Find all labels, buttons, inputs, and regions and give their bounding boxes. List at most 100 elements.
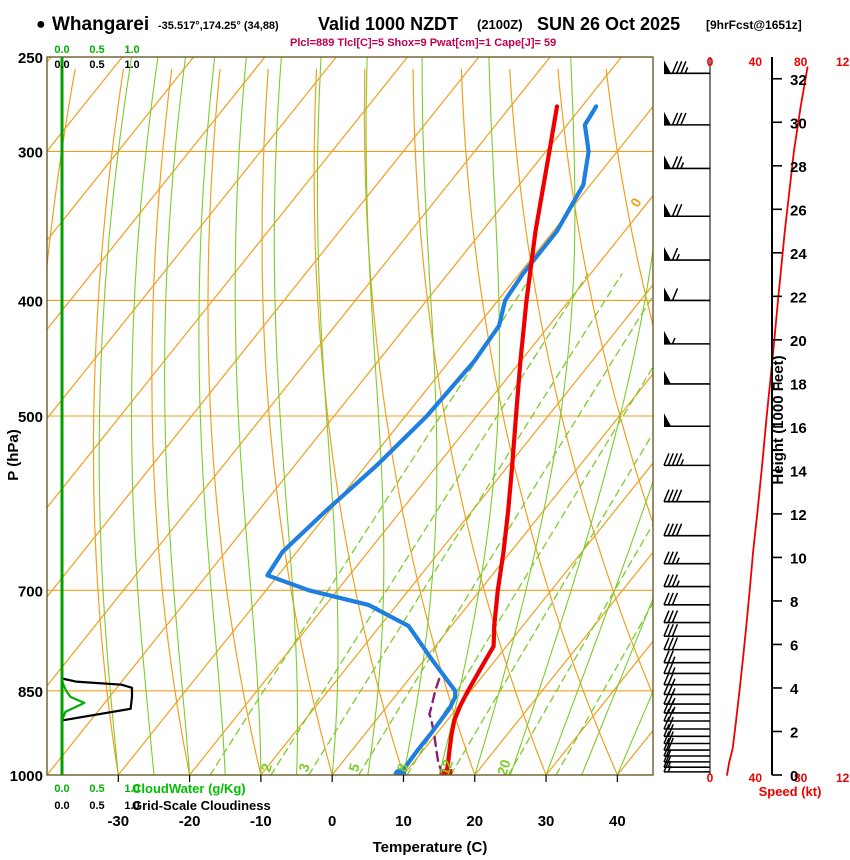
station-name: Whangarei xyxy=(52,14,149,35)
mixing-ratio-label: 12 xyxy=(436,757,456,777)
wind-speed-curve xyxy=(726,66,809,776)
station-marker-icon: ● xyxy=(36,16,46,33)
cloudwater-tick-top: 1.0 xyxy=(124,44,139,56)
temperature-tick-label: 0 xyxy=(328,813,336,830)
pressure-tick-label: 700 xyxy=(18,583,43,600)
pressure-tick-label: 500 xyxy=(18,409,43,426)
height-tick-label: 8 xyxy=(790,594,798,611)
wind-barb xyxy=(663,489,710,503)
speed-tick-label: 80 xyxy=(794,55,808,69)
wind-barb xyxy=(663,453,710,467)
wind-barb xyxy=(663,759,710,773)
cloudiness-tick-top: 1.0 xyxy=(124,59,139,71)
height-tick-label: 20 xyxy=(790,333,807,350)
height-tick-label: 28 xyxy=(790,159,807,176)
pressure-axis-label: P (hPa) xyxy=(5,429,22,480)
pressure-tick-label: 1000 xyxy=(10,768,43,785)
valid-time-utc: (2100Z) xyxy=(477,17,523,32)
height-tick-label: 16 xyxy=(790,420,807,437)
cloudwater-tick-bottom: 0.5 xyxy=(89,783,104,795)
height-tick-label: 12 xyxy=(790,507,807,524)
wind-barb xyxy=(663,623,710,638)
pressure-tick-label: 400 xyxy=(18,293,43,310)
wind-barb xyxy=(664,370,710,385)
temperature-tick-label: -30 xyxy=(107,813,129,830)
speed-tick-label: 120 xyxy=(836,55,850,69)
valid-time: Valid 1000 NZDT xyxy=(318,14,458,34)
wind-barb xyxy=(663,754,710,768)
height-tick-label: 0 xyxy=(790,768,798,785)
height-axis-label: Height (1000 Feet) xyxy=(770,355,787,484)
temperature-axis-label: Temperature (C) xyxy=(373,839,488,856)
wind-barb xyxy=(663,672,710,686)
isotherm-label: 0 xyxy=(627,195,645,210)
pressure-tick-label: 250 xyxy=(18,50,43,67)
height-tick-label: 4 xyxy=(790,681,799,698)
dewpoint-curve xyxy=(265,104,599,775)
wind-barb xyxy=(664,111,710,126)
pressure-tick-label: 850 xyxy=(18,684,43,701)
mixing-ratio-lines xyxy=(209,273,653,775)
cloudiness-tick-top: 0.5 xyxy=(89,59,104,71)
temperature-axis: -30 -20 -10 0 10 20 30 40 xyxy=(107,775,626,830)
isobar-lines xyxy=(47,57,653,775)
height-tick-label: 18 xyxy=(790,376,807,393)
isotherm-label: 30 xyxy=(725,466,747,488)
station-coords: -35.517°,174.25° (34,88) xyxy=(158,20,279,32)
cloudwater-scale-bottom: 0.0 0.5 1.0 0.0 0.5 1.0 xyxy=(54,783,139,812)
cloudiness-tick-top: 0.0 xyxy=(54,59,69,71)
surface-dewpoint-marker xyxy=(393,768,407,775)
cloudiness-tick-bottom: 1.0 xyxy=(124,800,139,812)
wind-barb xyxy=(663,661,710,675)
cloudwater-tick-top: 0.0 xyxy=(54,44,69,56)
wind-barb xyxy=(663,592,710,606)
speed-tick-label: 120 xyxy=(836,771,850,785)
wind-barb xyxy=(663,716,710,730)
wind-barb xyxy=(663,650,710,664)
height-tick-label: 14 xyxy=(790,463,807,480)
mixing-ratio-label: 3 xyxy=(295,761,313,774)
mixing-ratio-label: 20 xyxy=(494,757,514,777)
wind-barb xyxy=(663,574,710,588)
height-tick-label: 26 xyxy=(790,202,807,219)
wind-barb xyxy=(663,724,710,738)
pressure-axis: 250 300 400 500 700 850 1000 xyxy=(10,50,43,785)
temperature-tick-label: 30 xyxy=(538,813,555,830)
cloudwater-tick-top: 0.5 xyxy=(89,44,104,56)
wind-barb xyxy=(663,523,710,537)
wind-barb xyxy=(663,737,710,751)
speed-axis: 0 0 40 40 80 80 120 120 xyxy=(707,55,850,785)
surface-temperature-marker xyxy=(440,769,453,775)
wind-barb xyxy=(664,287,710,302)
wind-barb xyxy=(664,247,710,261)
temperature-tick-label: -10 xyxy=(250,813,272,830)
temperature-tick-label: 20 xyxy=(466,813,483,830)
height-tick-label: 32 xyxy=(790,72,807,89)
height-tick-label: 6 xyxy=(790,637,798,654)
speed-tick-label: 40 xyxy=(749,55,763,69)
temperature-curve xyxy=(444,104,560,775)
cloudwater-profile xyxy=(60,678,86,722)
forecast-info: [9hrFcst@1651z] xyxy=(706,18,802,32)
temperature-tick-label: 10 xyxy=(395,813,412,830)
cloudiness-tick-bottom: 0.5 xyxy=(89,800,104,812)
sounding-parameters: Plcl=889 Tlcl[C]=5 Shox=9 Pwat[cm]=1 Cap… xyxy=(290,37,556,49)
isotherm-label: 20 xyxy=(677,388,699,410)
speed-axis-label: Speed (kt) xyxy=(759,784,822,799)
wind-barb xyxy=(664,60,710,75)
wind-barb xyxy=(663,700,710,714)
cloudwater-scale-label: CloudWater (g/Kg) xyxy=(132,781,246,796)
cloudwater-tick-bottom: 0.0 xyxy=(54,783,69,795)
speed-tick-label: 40 xyxy=(749,771,763,785)
isotherm-labels: 0 10 20 30 xyxy=(627,195,747,488)
dry-adiabat-lines xyxy=(47,68,653,775)
pressure-tick-label: 300 xyxy=(18,144,43,161)
wind-barb xyxy=(663,637,710,651)
speed-tick-label: 0 xyxy=(707,55,714,69)
speed-tick-label: 80 xyxy=(794,771,808,785)
wind-barb xyxy=(664,203,710,218)
cloudiness-profile xyxy=(60,677,134,722)
